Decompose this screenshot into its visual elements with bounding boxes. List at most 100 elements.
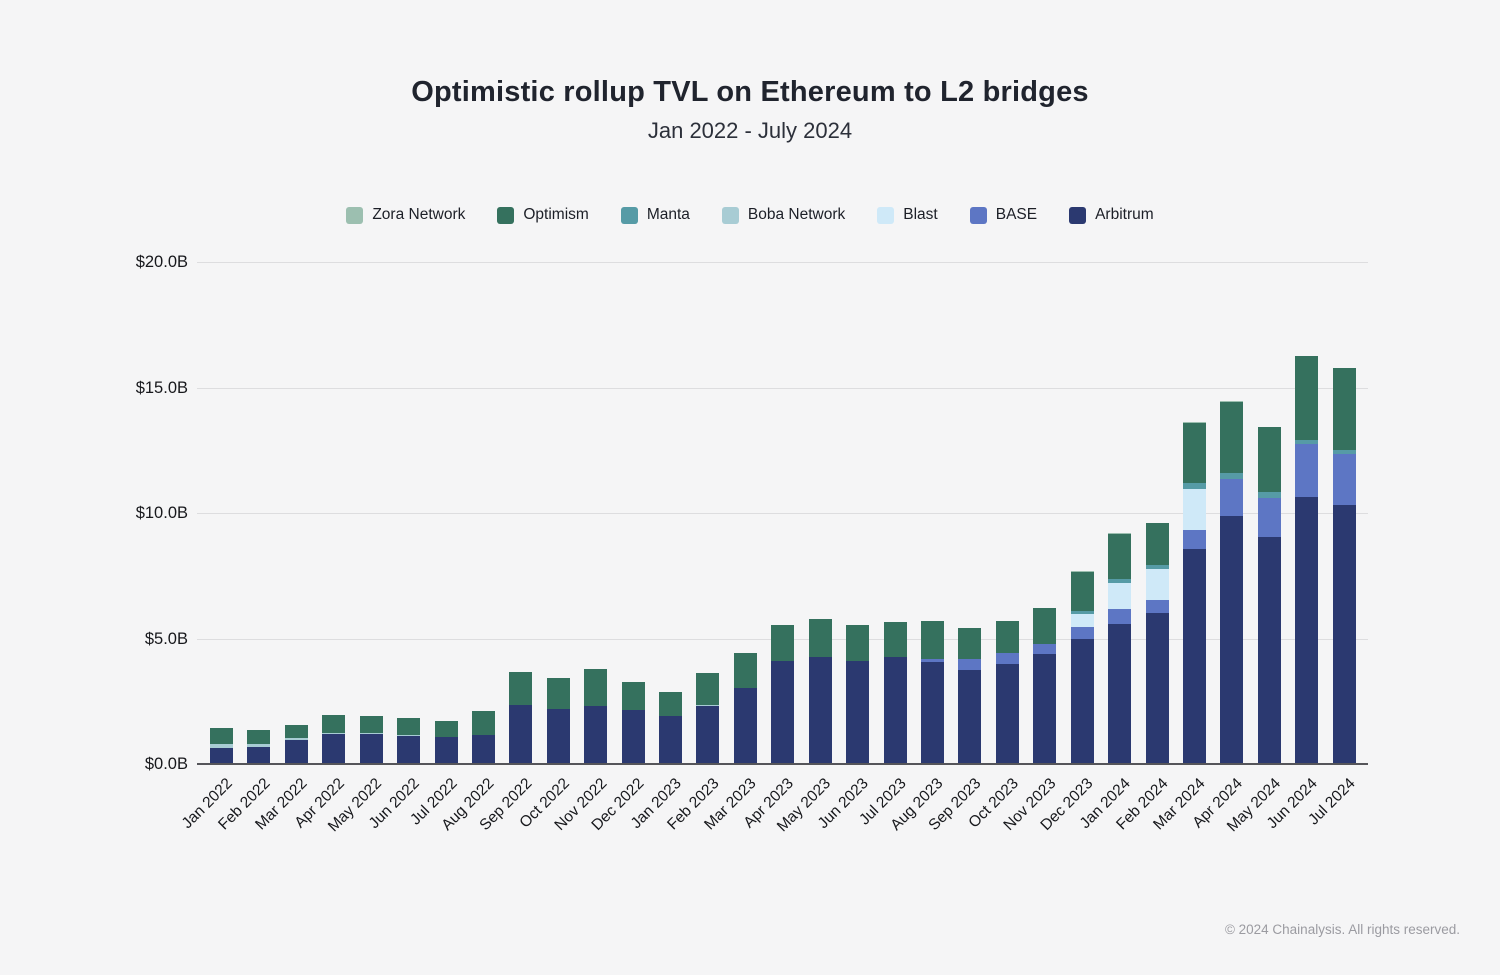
bar-segment-optimism[interactable] <box>1332 368 1356 451</box>
bar-segment-optimism[interactable] <box>1182 423 1206 484</box>
bar-mar-2023[interactable]: Mar 2023 <box>701 263 760 833</box>
bar-segment-optimism[interactable] <box>733 653 757 688</box>
bar-segment-arbitrum[interactable] <box>546 709 570 765</box>
bar-segment-arbitrum[interactable] <box>621 709 645 765</box>
bar-segment-optimism[interactable] <box>247 729 271 745</box>
bar-segment-optimism[interactable] <box>1295 356 1319 440</box>
bar-dec-2023[interactable]: Dec 2023 <box>1038 263 1097 834</box>
bar-segment-optimism[interactable] <box>584 669 608 707</box>
bar-segment-optimism[interactable] <box>696 673 720 705</box>
bar-segment-arbitrum[interactable] <box>210 747 233 765</box>
bar-segment-boba-network[interactable] <box>696 704 720 707</box>
bar-segment-arbitrum[interactable] <box>1220 516 1244 765</box>
bar-jul-2024[interactable]: Jul 2024 <box>1305 263 1358 828</box>
bar-segment-optimism[interactable] <box>1145 523 1169 565</box>
bar-segment-manta[interactable] <box>1332 450 1356 455</box>
bar-segment-zora-network[interactable] <box>1257 426 1281 428</box>
bar-segment-arbitrum[interactable] <box>584 706 608 765</box>
bar-segment-base[interactable] <box>1145 600 1169 614</box>
bar-apr-2024[interactable]: Apr 2024 <box>1190 263 1246 832</box>
bar-segment-optimism[interactable] <box>808 619 832 657</box>
bar-aug-2023[interactable]: Aug 2023 <box>888 263 947 834</box>
bar-oct-2023[interactable]: Oct 2023 <box>965 263 1022 832</box>
bar-segment-optimism[interactable] <box>659 691 683 716</box>
bar-segment-optimism[interactable] <box>1070 571 1094 611</box>
bar-segment-optimism[interactable] <box>921 620 945 660</box>
bar-segment-arbitrum[interactable] <box>434 737 458 765</box>
bar-segment-zora-network[interactable] <box>1145 522 1169 524</box>
bar-nov-2023[interactable]: Nov 2023 <box>1000 263 1059 834</box>
legend-item-blast[interactable]: Blast <box>877 206 938 224</box>
bar-segment-zora-network[interactable] <box>1182 422 1206 424</box>
bar-segment-blast[interactable] <box>1070 613 1094 628</box>
legend-item-optimism[interactable]: Optimism <box>497 206 589 224</box>
bar-segment-base[interactable] <box>1257 498 1281 538</box>
bar-segment-arbitrum[interactable] <box>1182 548 1206 765</box>
bar-sep-2023[interactable]: Sep 2023 <box>925 263 984 834</box>
bar-segment-arbitrum[interactable] <box>1257 537 1281 765</box>
bar-jul-2023[interactable]: Jul 2023 <box>856 263 909 828</box>
bar-segment-zora-network[interactable] <box>1332 367 1356 369</box>
bar-segment-boba-network[interactable] <box>247 744 271 747</box>
bar-mar-2024[interactable]: Mar 2024 <box>1150 263 1209 833</box>
legend-item-boba-network[interactable]: Boba Network <box>721 206 845 224</box>
bar-segment-optimism[interactable] <box>284 724 308 738</box>
bar-segment-arbitrum[interactable] <box>1145 613 1169 765</box>
bar-segment-optimism[interactable] <box>397 718 421 736</box>
bar-oct-2022[interactable]: Oct 2022 <box>516 263 573 832</box>
bar-segment-arbitrum[interactable] <box>808 656 832 765</box>
bar-segment-boba-network[interactable] <box>322 732 346 735</box>
bar-segment-arbitrum[interactable] <box>247 746 271 765</box>
bar-segment-arbitrum[interactable] <box>846 661 870 765</box>
bar-segment-boba-network[interactable] <box>397 735 421 736</box>
bar-segment-arbitrum[interactable] <box>509 705 533 765</box>
bar-segment-zora-network[interactable] <box>1070 571 1094 572</box>
bar-segment-optimism[interactable] <box>1220 401 1244 474</box>
bar-segment-base[interactable] <box>1033 644 1057 655</box>
bar-segment-arbitrum[interactable] <box>995 664 1019 765</box>
bar-segment-optimism[interactable] <box>883 622 907 658</box>
bar-jun-2022[interactable]: Jun 2022 <box>366 263 423 832</box>
bar-segment-zora-network[interactable] <box>1108 533 1132 535</box>
bar-feb-2024[interactable]: Feb 2024 <box>1113 263 1171 833</box>
bar-segment-base[interactable] <box>1220 479 1244 517</box>
bar-segment-zora-network[interactable] <box>1220 401 1244 402</box>
bar-segment-boba-network[interactable] <box>434 736 458 738</box>
bar-segment-blast[interactable] <box>1182 488 1206 530</box>
bar-nov-2022[interactable]: Nov 2022 <box>551 263 610 834</box>
bar-jun-2024[interactable]: Jun 2024 <box>1264 263 1321 832</box>
bar-segment-arbitrum[interactable] <box>771 661 795 765</box>
bar-segment-manta[interactable] <box>1220 473 1244 480</box>
bar-segment-arbitrum[interactable] <box>284 740 308 765</box>
bar-segment-arbitrum[interactable] <box>696 706 720 765</box>
bar-aug-2022[interactable]: Aug 2022 <box>439 263 498 834</box>
bar-segment-boba-network[interactable] <box>210 743 233 748</box>
bar-jan-2023[interactable]: Jan 2023 <box>628 263 685 832</box>
bar-jan-2024[interactable]: Jan 2024 <box>1077 263 1134 832</box>
bar-segment-manta[interactable] <box>1182 483 1206 489</box>
bar-segment-manta[interactable] <box>1145 564 1169 569</box>
bar-segment-base[interactable] <box>1108 608 1132 624</box>
legend-item-manta[interactable]: Manta <box>620 206 690 224</box>
bar-segment-optimism[interactable] <box>546 678 570 710</box>
bar-segment-arbitrum[interactable] <box>958 670 982 765</box>
bar-segment-zora-network[interactable] <box>1295 355 1319 357</box>
bar-segment-arbitrum[interactable] <box>883 657 907 765</box>
bar-segment-optimism[interactable] <box>210 728 233 744</box>
bar-segment-arbitrum[interactable] <box>1070 639 1094 765</box>
bar-segment-optimism[interactable] <box>471 711 495 735</box>
bar-segment-arbitrum[interactable] <box>921 662 945 765</box>
bar-segment-base[interactable] <box>1295 444 1319 497</box>
bar-feb-2023[interactable]: Feb 2023 <box>664 263 722 833</box>
bar-segment-base[interactable] <box>921 659 945 663</box>
bar-jun-2023[interactable]: Jun 2023 <box>815 263 872 832</box>
bar-segment-manta[interactable] <box>1108 578 1132 583</box>
legend-item-arbitrum[interactable]: Arbitrum <box>1069 206 1154 224</box>
bar-dec-2022[interactable]: Dec 2022 <box>589 263 647 834</box>
bar-segment-blast[interactable] <box>1108 582 1132 609</box>
bar-segment-optimism[interactable] <box>1257 427 1281 492</box>
bar-segment-base[interactable] <box>958 659 982 671</box>
bar-segment-base[interactable] <box>1070 627 1094 639</box>
bar-segment-optimism[interactable] <box>322 715 346 733</box>
bar-apr-2022[interactable]: Apr 2022 <box>292 263 348 832</box>
